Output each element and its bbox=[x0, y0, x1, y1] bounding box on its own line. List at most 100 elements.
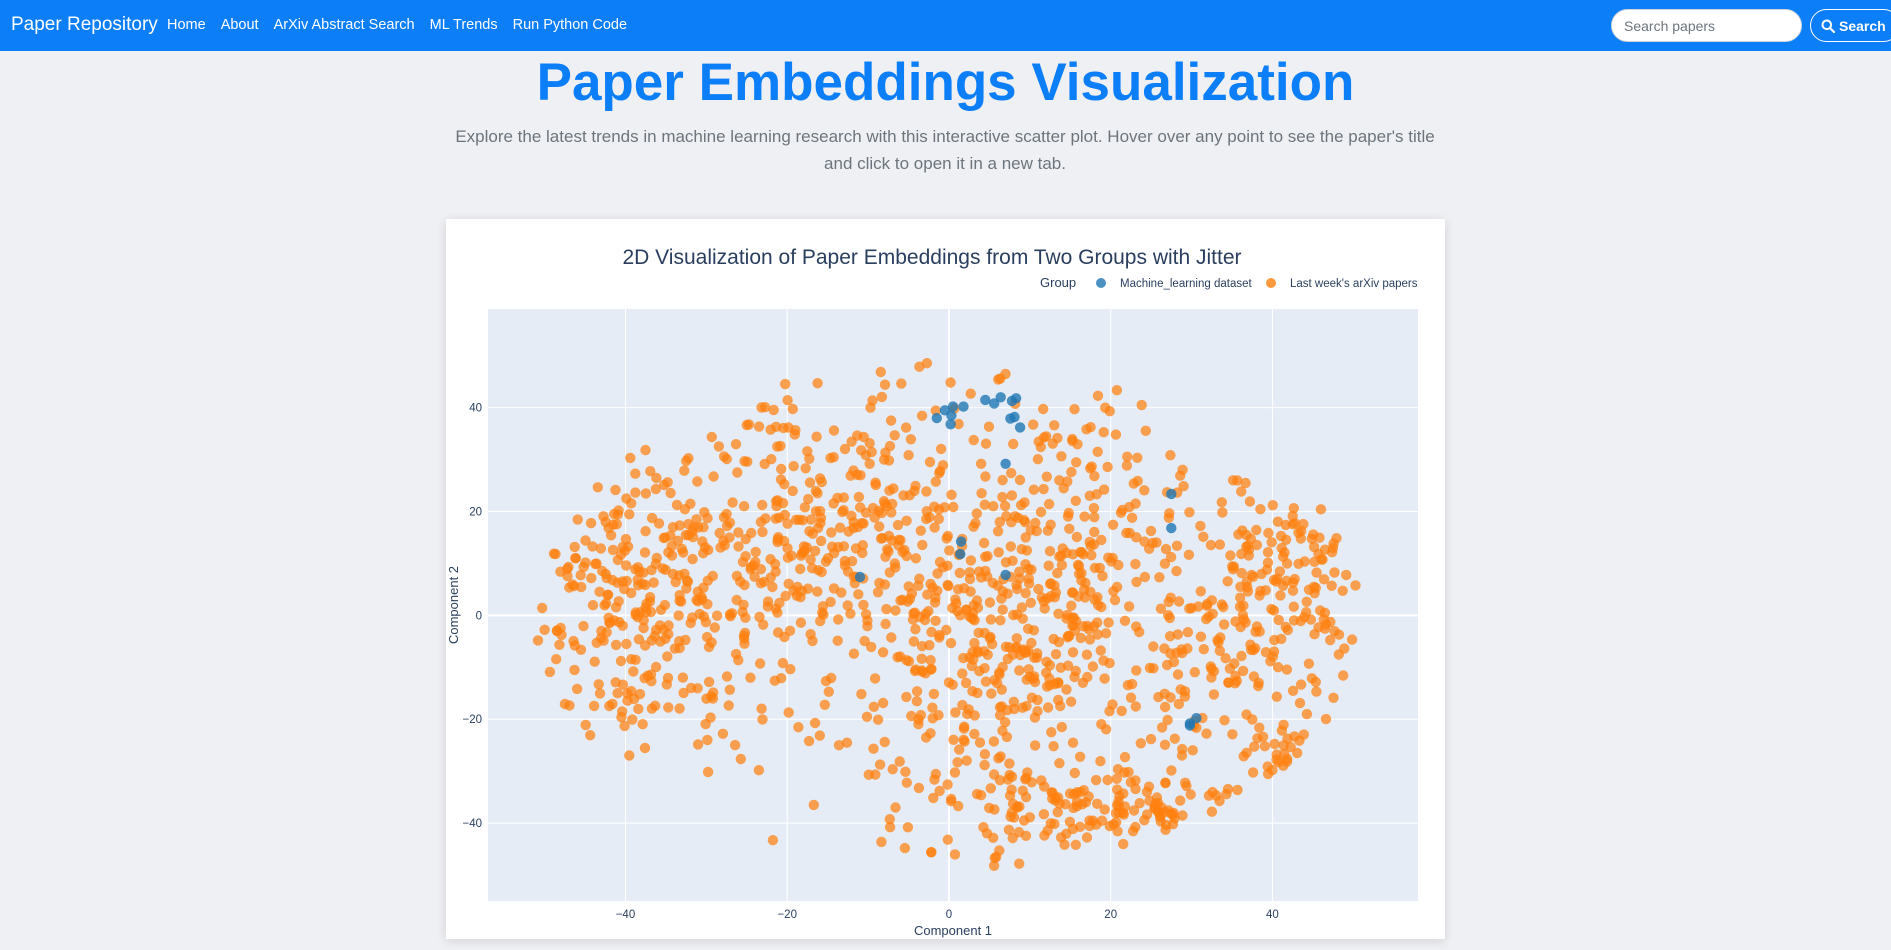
arxiv-paper-point[interactable] bbox=[863, 769, 874, 780]
arxiv-paper-point[interactable] bbox=[890, 802, 901, 813]
arxiv-paper-point[interactable] bbox=[874, 521, 885, 532]
arxiv-paper-point[interactable] bbox=[1145, 733, 1157, 745]
arxiv-paper-point[interactable] bbox=[833, 614, 844, 625]
arxiv-paper-point[interactable] bbox=[1011, 583, 1023, 595]
arxiv-paper-point[interactable] bbox=[1061, 684, 1072, 695]
arxiv-paper-point[interactable] bbox=[765, 572, 776, 583]
arxiv-paper-point[interactable] bbox=[1000, 641, 1012, 652]
arxiv-paper-point[interactable] bbox=[1134, 626, 1145, 638]
arxiv-paper-point[interactable] bbox=[974, 737, 986, 748]
arxiv-paper-point[interactable] bbox=[949, 849, 961, 860]
arxiv-paper-point[interactable] bbox=[759, 402, 771, 413]
arxiv-paper-point[interactable] bbox=[982, 550, 993, 562]
arxiv-paper-point[interactable] bbox=[1311, 686, 1322, 697]
arxiv-paper-point[interactable] bbox=[1056, 559, 1068, 571]
arxiv-paper-point[interactable] bbox=[928, 688, 940, 700]
arxiv-paper-point[interactable] bbox=[610, 677, 621, 688]
arxiv-paper-point[interactable] bbox=[846, 510, 857, 521]
arxiv-paper-point[interactable] bbox=[673, 610, 684, 621]
arxiv-paper-point[interactable] bbox=[698, 548, 709, 559]
arxiv-paper-point[interactable] bbox=[646, 703, 658, 714]
arxiv-paper-point[interactable] bbox=[1165, 592, 1176, 603]
arxiv-paper-point[interactable] bbox=[880, 618, 891, 630]
arxiv-paper-point[interactable] bbox=[853, 491, 865, 503]
arxiv-paper-point[interactable] bbox=[787, 485, 798, 497]
arxiv-paper-point[interactable] bbox=[1159, 558, 1171, 569]
arxiv-paper-point[interactable] bbox=[1130, 783, 1141, 795]
arxiv-paper-point[interactable] bbox=[976, 488, 987, 499]
arxiv-paper-point[interactable] bbox=[646, 512, 658, 524]
arxiv-paper-point[interactable] bbox=[1173, 698, 1185, 710]
arxiv-paper-point[interactable] bbox=[958, 583, 970, 594]
arxiv-paper-point[interactable] bbox=[1054, 475, 1065, 486]
arxiv-paper-point[interactable] bbox=[1184, 507, 1195, 518]
arxiv-paper-point[interactable] bbox=[984, 633, 996, 644]
arxiv-paper-point[interactable] bbox=[872, 587, 884, 598]
arxiv-paper-point[interactable] bbox=[1089, 526, 1100, 538]
arxiv-paper-point[interactable] bbox=[969, 637, 980, 649]
arxiv-paper-point[interactable] bbox=[1341, 569, 1352, 581]
arxiv-paper-point[interactable] bbox=[978, 822, 989, 833]
arxiv-paper-point[interactable] bbox=[1048, 741, 1059, 752]
arxiv-paper-point[interactable] bbox=[930, 476, 941, 487]
arxiv-paper-point[interactable] bbox=[1234, 601, 1246, 612]
arxiv-paper-point[interactable] bbox=[1008, 438, 1019, 450]
arxiv-paper-point[interactable] bbox=[1148, 663, 1159, 674]
arxiv-paper-point[interactable] bbox=[934, 467, 945, 479]
arxiv-paper-point[interactable] bbox=[892, 519, 904, 531]
arxiv-paper-point[interactable] bbox=[598, 511, 609, 522]
arxiv-paper-point[interactable] bbox=[814, 730, 825, 741]
arxiv-paper-point[interactable] bbox=[743, 419, 755, 430]
arxiv-paper-point[interactable] bbox=[1098, 427, 1109, 438]
arxiv-paper-point[interactable] bbox=[1107, 519, 1119, 530]
arxiv-paper-point[interactable] bbox=[1099, 804, 1110, 815]
arxiv-paper-point[interactable] bbox=[905, 434, 917, 445]
arxiv-paper-point[interactable] bbox=[1160, 777, 1171, 789]
arxiv-paper-point[interactable] bbox=[600, 598, 612, 609]
arxiv-paper-point[interactable] bbox=[1016, 645, 1028, 656]
arxiv-paper-point[interactable] bbox=[965, 555, 977, 566]
arxiv-paper-point[interactable] bbox=[658, 624, 669, 635]
arxiv-paper-point[interactable] bbox=[1337, 585, 1348, 596]
arxiv-paper-point[interactable] bbox=[630, 487, 641, 498]
arxiv-paper-point[interactable] bbox=[1090, 774, 1102, 786]
arxiv-paper-point[interactable] bbox=[633, 634, 645, 645]
arxiv-paper-point[interactable] bbox=[979, 749, 991, 760]
arxiv-paper-point[interactable] bbox=[937, 460, 949, 471]
arxiv-paper-point[interactable] bbox=[1014, 474, 1026, 486]
arxiv-paper-point[interactable] bbox=[1214, 645, 1225, 656]
arxiv-paper-point[interactable] bbox=[1110, 429, 1122, 440]
arxiv-paper-point[interactable] bbox=[855, 470, 866, 481]
arxiv-paper-point[interactable] bbox=[1043, 560, 1054, 571]
arxiv-paper-point[interactable] bbox=[617, 620, 628, 631]
arxiv-paper-point[interactable] bbox=[1126, 512, 1138, 523]
arxiv-paper-point[interactable] bbox=[826, 527, 837, 538]
arxiv-paper-point[interactable] bbox=[1020, 830, 1032, 841]
arxiv-paper-point[interactable] bbox=[945, 637, 957, 649]
arxiv-paper-point[interactable] bbox=[569, 640, 580, 651]
arxiv-paper-point[interactable] bbox=[968, 521, 979, 532]
arxiv-paper-point[interactable] bbox=[785, 664, 796, 675]
arxiv-paper-point[interactable] bbox=[1086, 461, 1097, 472]
arxiv-paper-point[interactable] bbox=[1054, 758, 1065, 769]
arxiv-paper-point[interactable] bbox=[1095, 645, 1106, 656]
arxiv-paper-point[interactable] bbox=[904, 593, 916, 605]
arxiv-paper-point[interactable] bbox=[876, 391, 888, 403]
arxiv-paper-point[interactable] bbox=[1003, 824, 1015, 835]
arxiv-paper-point[interactable] bbox=[757, 526, 768, 538]
arxiv-paper-point[interactable] bbox=[1242, 540, 1253, 551]
arxiv-paper-point[interactable] bbox=[1119, 767, 1130, 778]
arxiv-paper-point[interactable] bbox=[999, 500, 1011, 512]
arxiv-paper-point[interactable] bbox=[1122, 451, 1133, 462]
arxiv-paper-point[interactable] bbox=[1159, 739, 1171, 750]
arxiv-paper-point[interactable] bbox=[1020, 588, 1031, 599]
arxiv-paper-point[interactable] bbox=[1218, 619, 1230, 630]
arxiv-paper-point[interactable] bbox=[1071, 787, 1083, 798]
brand-link[interactable]: Paper Repository bbox=[11, 14, 158, 35]
arxiv-paper-point[interactable] bbox=[723, 700, 734, 711]
arxiv-paper-point[interactable] bbox=[1140, 425, 1151, 436]
ml-dataset-point[interactable] bbox=[1014, 422, 1026, 433]
arxiv-paper-point[interactable] bbox=[677, 672, 689, 683]
arxiv-paper-point[interactable] bbox=[954, 744, 965, 755]
arxiv-paper-point[interactable] bbox=[845, 470, 856, 481]
